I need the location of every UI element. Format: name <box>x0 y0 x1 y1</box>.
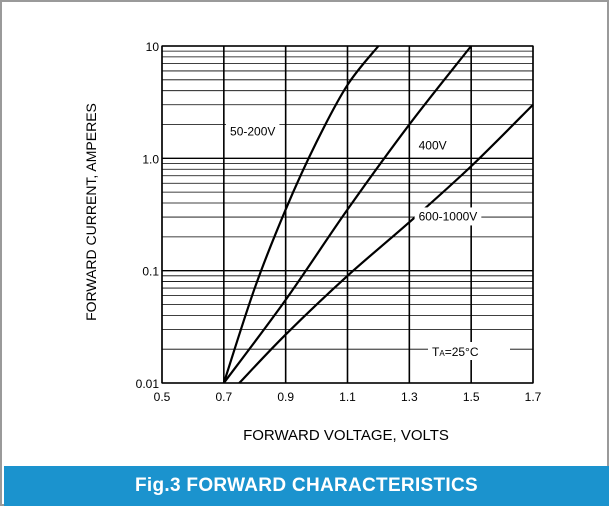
condition-label-prefix: T <box>432 345 440 359</box>
x-axis-label: FORWARD VOLTAGE, VOLTS <box>243 427 449 444</box>
series-label: 50-200V <box>230 124 275 138</box>
series-line-400v <box>222 45 473 384</box>
x-tick-label: 1.1 <box>339 390 356 404</box>
series-line-50-200v <box>222 45 380 384</box>
y-tick-labels: 0.01 0.1 1.0 10 <box>136 40 160 391</box>
series-line-600-1000v <box>238 103 534 384</box>
x-tick-label: 1.5 <box>463 390 480 404</box>
series-label-bg <box>414 207 482 226</box>
series-label: 600-1000V <box>419 209 478 223</box>
condition-label-suffix: =25°C <box>445 345 479 359</box>
series-labels: 50-200V 400V 600-1000V <box>226 122 482 226</box>
y-tick-label: 0.1 <box>142 265 159 279</box>
plot-border <box>161 45 534 384</box>
svg-text:TA=25°C: TA=25°C <box>432 345 479 359</box>
series-label-bg <box>414 136 451 155</box>
figure-caption: Fig.3 FORWARD CHARACTERISTICS <box>4 466 609 506</box>
x-tick-label: 1.3 <box>401 390 418 404</box>
x-tick-label: 0.9 <box>277 390 294 404</box>
series-layer <box>222 45 534 384</box>
x-tick-label: 0.7 <box>215 390 232 404</box>
y-tick-label: 0.01 <box>136 377 160 391</box>
y-tick-label: 10 <box>146 40 160 54</box>
series-label: 400V <box>419 138 447 152</box>
y-tick-label: 1.0 <box>142 152 159 166</box>
forward-characteristics-chart: 50-200V 400V 600-1000V 0.5 0.7 0.9 1.1 1.3 1.5 1… <box>83 40 542 444</box>
series-label-bg <box>226 122 280 141</box>
y-axis-label: FORWARD CURRENT, AMPERES <box>83 103 99 321</box>
x-tick-label: 0.5 <box>154 390 171 404</box>
condition-label: TA=25°C <box>428 342 510 360</box>
x-tick-labels: 0.5 0.7 0.9 1.1 1.3 1.5 1.7 <box>154 390 542 404</box>
x-tick-label: 1.7 <box>525 390 542 404</box>
condition-label-sub: A <box>439 349 445 358</box>
